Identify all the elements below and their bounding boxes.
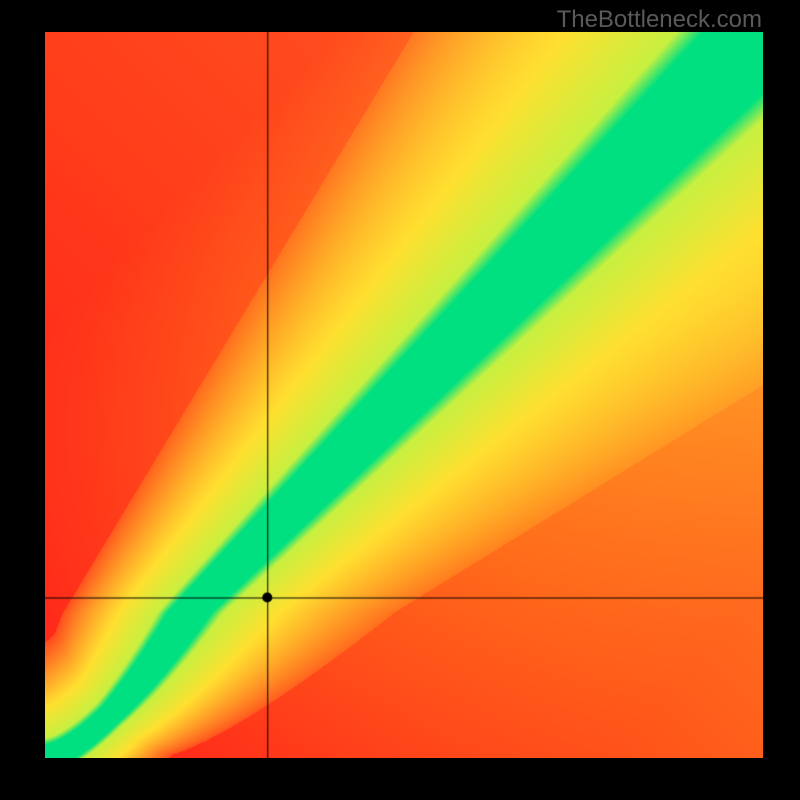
heatmap-canvas	[45, 32, 763, 758]
chart-container: TheBottleneck.com	[0, 0, 800, 800]
watermark-text: TheBottleneck.com	[557, 6, 762, 34]
plot-area	[45, 32, 763, 758]
